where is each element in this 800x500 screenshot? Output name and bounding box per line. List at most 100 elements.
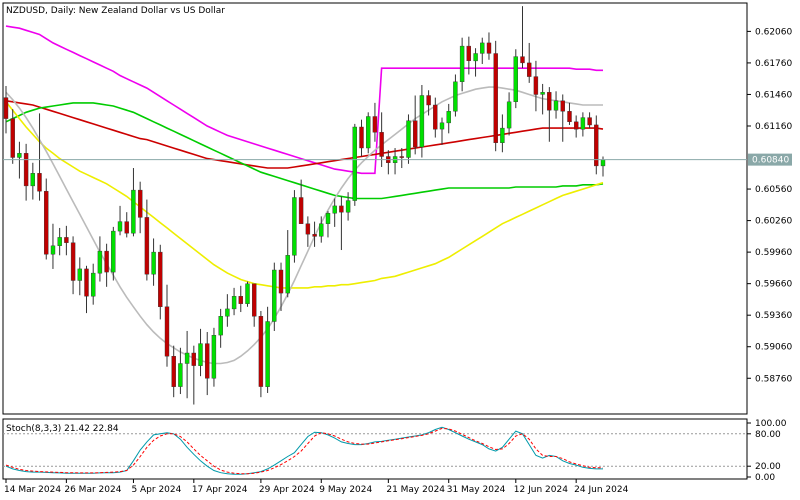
candle-body (426, 95, 431, 106)
time-tick-label: 12 Jun 2024 (514, 485, 568, 495)
candle-body (520, 56, 525, 64)
price-tick-label: 0.59060 (755, 343, 792, 353)
candle-body (466, 45, 471, 61)
candle-body (527, 62, 532, 77)
moving-average-line (5, 101, 604, 289)
stoch-line (5, 427, 603, 475)
candle-body (379, 132, 384, 157)
candle-body (345, 200, 351, 213)
candle-body (211, 335, 217, 379)
candle-body (305, 223, 311, 235)
candle-body (164, 306, 170, 357)
time-tick-label: 5 Apr 2024 (131, 485, 181, 495)
candle-body (352, 126, 357, 201)
candle-body (580, 117, 586, 130)
candle-body (366, 116, 371, 149)
price-tick-label: 0.62060 (755, 27, 792, 37)
candle-body (513, 56, 518, 102)
candle-body (231, 296, 237, 310)
candle-body (151, 251, 156, 275)
stoch-tick-label: 0.00 (755, 473, 775, 483)
candle-body (574, 121, 579, 130)
stoch-panel (2, 418, 748, 480)
candle-body (124, 221, 129, 234)
candle-body (433, 104, 438, 130)
price-panel (2, 2, 748, 415)
candle-body (137, 189, 143, 218)
time-tick-label: 26 Mar 2024 (64, 485, 121, 495)
candle-body (57, 237, 62, 246)
time-tick-label: 9 May 2024 (319, 485, 372, 495)
candle-body (225, 308, 230, 317)
time-tick-label: 21 May 2024 (386, 485, 445, 495)
candle-body (97, 250, 103, 274)
chart-title: NZDUSD, Daily: New Zealand Dollar vs US … (6, 6, 225, 16)
candle-body (258, 316, 264, 387)
candle-body (359, 126, 364, 149)
candle-body (184, 352, 190, 364)
candle-body (245, 283, 250, 304)
candle-body (500, 127, 505, 144)
candle-body (3, 97, 9, 119)
candle-body (419, 95, 425, 148)
candle-body (493, 53, 498, 144)
candle-body (473, 53, 478, 62)
candle-body (272, 269, 277, 322)
time-tick-label: 29 Apr 2024 (259, 485, 315, 495)
candle-body (90, 272, 96, 297)
candle-body (486, 42, 492, 54)
candle-body (406, 120, 411, 158)
candle-body (560, 100, 565, 112)
price-tick-label: 0.59360 (755, 311, 792, 321)
time-tick-label: 14 Mar 2024 (4, 485, 61, 495)
candle-body (64, 237, 69, 243)
candle-body (533, 76, 539, 95)
candle-body (332, 205, 337, 214)
current-price-line: 0.60840 (3, 153, 792, 166)
candle-body (37, 173, 42, 192)
candle-body (540, 92, 545, 95)
candle-body (547, 92, 552, 111)
time-tick-label: 31 May 2024 (447, 485, 506, 495)
candle-body (10, 118, 15, 158)
candle-body (265, 321, 270, 387)
candle-body (285, 255, 290, 294)
candle-body (453, 81, 458, 112)
candle-body (298, 197, 304, 224)
candle-body (446, 111, 451, 124)
moving-average-line (5, 102, 604, 200)
candle-body (339, 205, 344, 213)
candle-body (50, 245, 56, 255)
candle-body (413, 120, 418, 148)
stoch-tick-label: 80.00 (755, 430, 781, 440)
price-tick-label: 0.60260 (755, 217, 792, 227)
candle-body (77, 268, 83, 281)
candle-body (319, 223, 324, 237)
price-tick-label: 0.61460 (755, 90, 792, 100)
candle-body (587, 117, 592, 126)
price-tick-label: 0.59660 (755, 280, 792, 290)
price-tick-label: 0.58760 (755, 374, 792, 384)
candle-body (23, 153, 29, 187)
candle-body (117, 221, 123, 232)
stoch-title: Stoch(8,3,3) 21.42 22.84 (6, 424, 119, 434)
current-price-label: 0.60840 (752, 156, 789, 166)
time-tick-label: 17 Apr 2024 (192, 485, 248, 495)
candle-body (553, 100, 559, 111)
candle-body (278, 269, 284, 294)
price-tick-label: 0.61160 (755, 122, 792, 132)
candle-body (439, 122, 445, 130)
candle-body (567, 111, 572, 123)
candle-body (292, 197, 297, 256)
candle-body (178, 363, 183, 387)
current-price-badge: 0.60840 (748, 153, 792, 166)
candle-body (70, 242, 76, 281)
candle-body (459, 45, 465, 82)
candle-body (251, 283, 257, 317)
price-tick-label: 0.59960 (755, 248, 792, 258)
candle-body (158, 251, 163, 308)
candle-body (111, 230, 116, 273)
candle-body (204, 343, 210, 379)
